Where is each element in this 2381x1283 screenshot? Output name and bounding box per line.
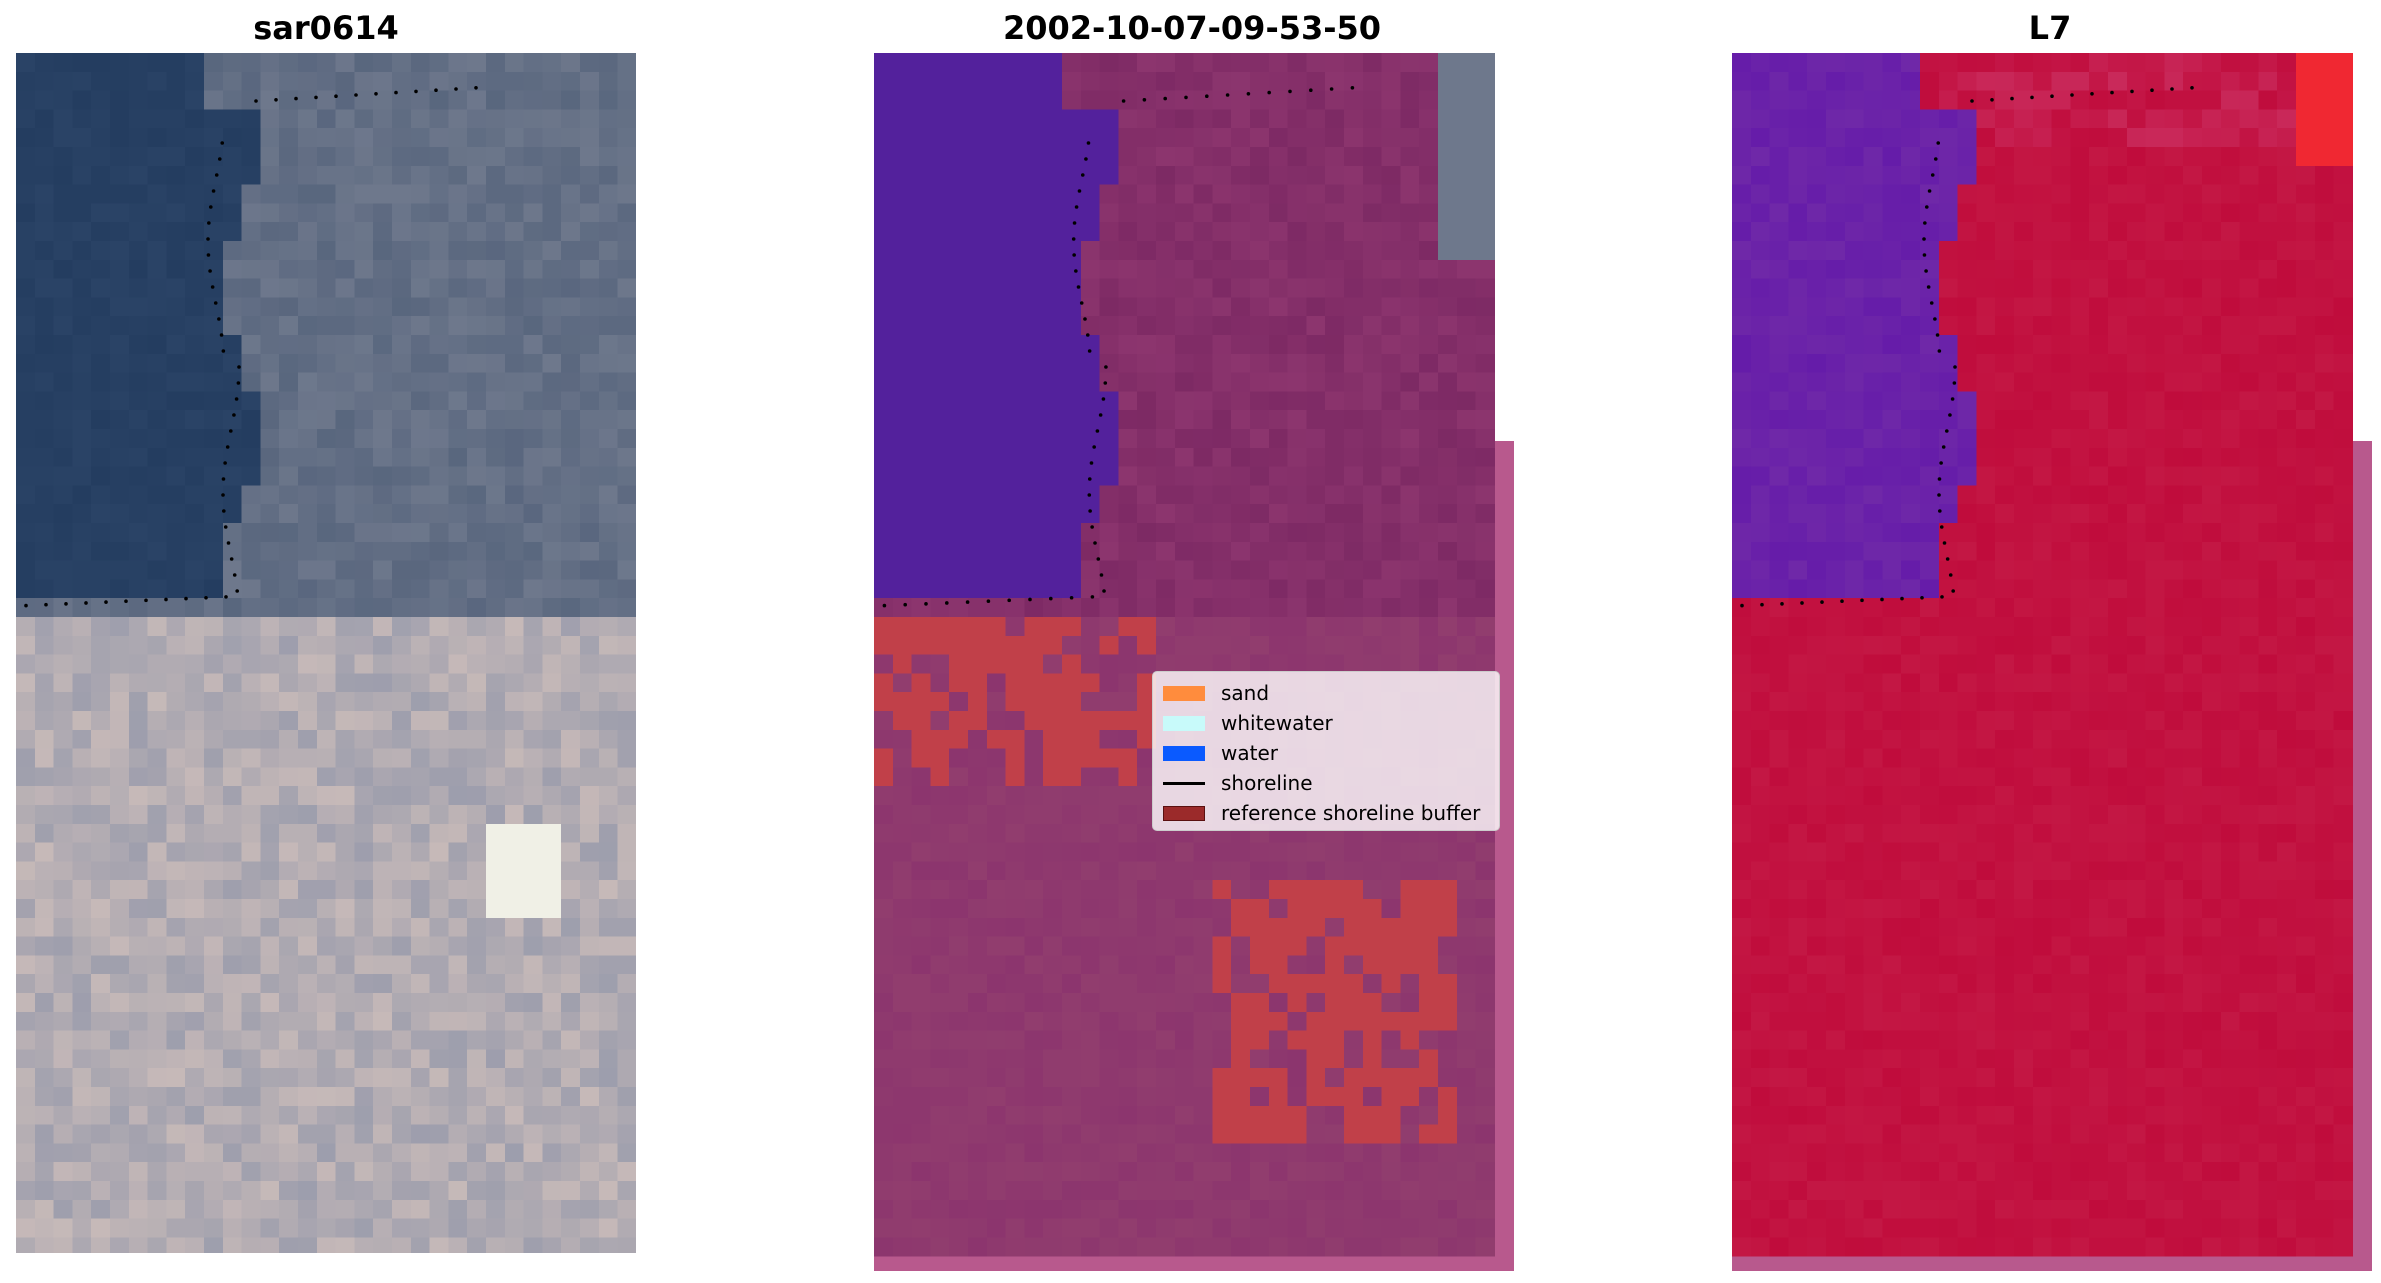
panel-title-classification: 2002-10-07-09-53-50 <box>1002 9 1382 47</box>
legend-swatch-water <box>1163 745 1205 761</box>
false-color-image <box>1732 53 2372 1271</box>
legend-swatch-sand <box>1163 685 1205 701</box>
legend-item-sand: sand <box>1163 678 1489 708</box>
legend-label: water <box>1221 741 1278 765</box>
legend-swatch-buffer <box>1163 805 1205 821</box>
legend-line-shoreline <box>1163 781 1205 785</box>
legend-label: sand <box>1221 681 1270 705</box>
legend: sand whitewater water shoreline referenc… <box>1152 671 1500 831</box>
panel-title-false-color: L7 <box>2028 9 2072 47</box>
legend-item-shoreline: shoreline <box>1163 768 1489 798</box>
legend-item-whitewater: whitewater <box>1163 708 1489 738</box>
legend-item-buffer: reference shoreline buffer <box>1163 798 1489 828</box>
legend-label: shoreline <box>1221 771 1313 795</box>
legend-label: whitewater <box>1221 711 1333 735</box>
legend-label: reference shoreline buffer <box>1221 801 1481 825</box>
panel-title-rgb: sar0614 <box>253 9 399 47</box>
legend-swatch-whitewater <box>1163 715 1205 731</box>
rgb-image <box>16 53 636 1253</box>
legend-item-water: water <box>1163 738 1489 768</box>
classification-image <box>874 53 1514 1271</box>
